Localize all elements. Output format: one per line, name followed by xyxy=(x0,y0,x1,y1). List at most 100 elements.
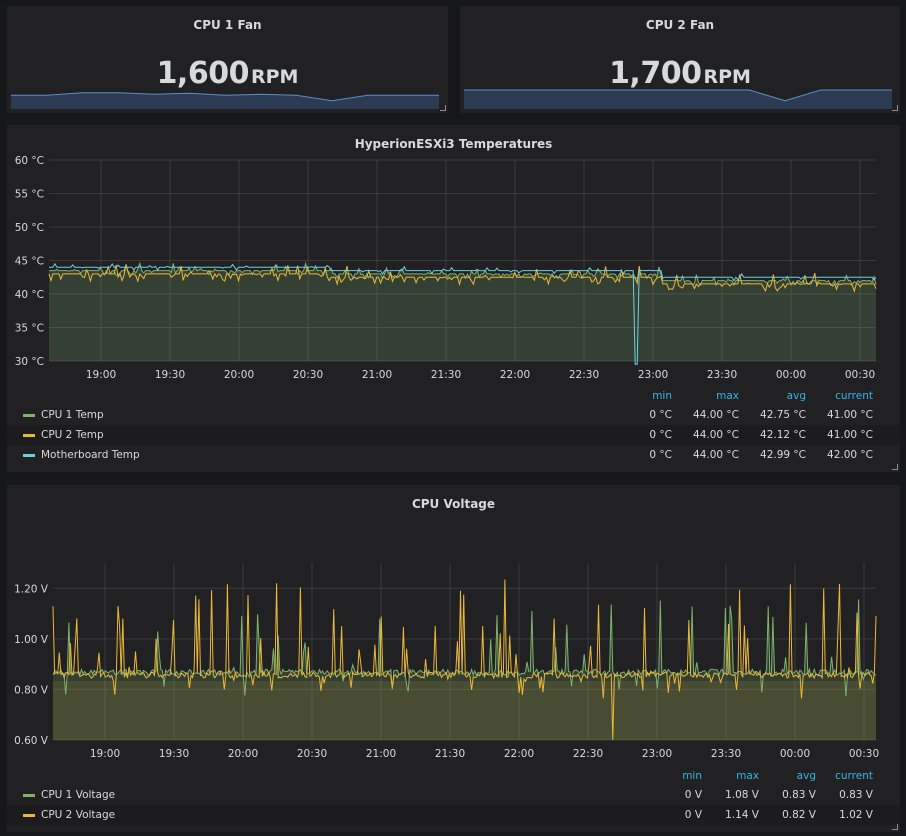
x-tick-label: 19:30 xyxy=(155,369,185,381)
legend-row[interactable]: CPU 1 Voltage 0 V 1.08 V 0.83 V 0.83 V xyxy=(7,785,900,805)
x-tick-label: 22:30 xyxy=(573,748,603,760)
series-name[interactable]: CPU 2 Voltage xyxy=(41,809,116,821)
x-tick-label: 23:00 xyxy=(642,748,672,760)
resize-handle[interactable] xyxy=(892,105,898,111)
x-tick-label: 22:30 xyxy=(569,369,599,381)
x-tick-label: 23:30 xyxy=(711,748,741,760)
stat-unit: RPM xyxy=(703,66,751,88)
panel-title[interactable]: HyperionESXi3 Temperatures xyxy=(354,137,553,151)
x-tick-label: 00:00 xyxy=(776,369,806,381)
series-name[interactable]: Motherboard Temp xyxy=(41,449,140,461)
legend-header-max[interactable]: max xyxy=(736,770,759,782)
x-tick-label: 21:30 xyxy=(431,369,461,381)
x-tick-label: 20:00 xyxy=(224,369,254,381)
temperature-graph[interactable]: 60 °C 55 °C 50 °C 45 °C 40 °C 35 °C 30 °C 19:00… xyxy=(7,125,900,385)
legend-row[interactable]: CPU 1 Temp 0 °C 44.00 °C 42.75 °C 41.00 … xyxy=(7,405,900,425)
resize-handle[interactable] xyxy=(892,464,898,470)
sparkline xyxy=(464,89,892,109)
y-tick-label: 1.00 V xyxy=(14,634,49,646)
series-min: 0 V xyxy=(684,809,702,821)
legend-header-max[interactable]: max xyxy=(716,390,739,402)
x-tick-label: 20:30 xyxy=(297,748,327,760)
x-tick-label: 23:30 xyxy=(707,369,737,381)
series-fill xyxy=(49,263,876,361)
legend-header-current[interactable]: current xyxy=(835,770,873,782)
panel-title[interactable]: CPU 1 Fan xyxy=(193,18,262,32)
voltage-panel: CPU Voltage 1.20 V 1.00 V 0.80 V 0.60 V 19:0… xyxy=(7,485,900,832)
sparkline xyxy=(11,92,439,109)
y-tick-label: 30 °C xyxy=(15,356,44,368)
x-tick-label: 19:00 xyxy=(86,369,116,381)
stat-unit: RPM xyxy=(250,66,299,88)
series-fill xyxy=(53,599,876,740)
x-tick-label: 00:30 xyxy=(845,369,875,381)
series-max: 1.14 V xyxy=(725,809,759,821)
x-tick-label: 23:00 xyxy=(638,369,668,381)
legend-header-avg[interactable]: avg xyxy=(796,770,816,782)
y-tick-label: 45 °C xyxy=(15,256,44,268)
legend-table: min max avg current CPU 1 Voltage 0 V 1.… xyxy=(7,768,900,828)
sparkline-area xyxy=(11,92,439,109)
series-current: 0.83 V xyxy=(839,789,873,801)
series-current: 42.00 °C xyxy=(827,449,873,461)
sparkline-area xyxy=(464,90,892,109)
x-tick-label: 20:00 xyxy=(228,748,258,760)
legend-row[interactable]: CPU 2 Temp 0 °C 44.00 °C 42.12 °C 41.00 … xyxy=(7,425,900,445)
x-tick-label: 19:00 xyxy=(90,748,120,760)
series-max: 44.00 °C xyxy=(693,429,739,441)
series-line xyxy=(49,262,877,365)
cpu1-fan-panel: CPU 1 Fan 1,600 RPM xyxy=(7,6,448,113)
x-tick-label: 22:00 xyxy=(500,369,530,381)
series-line xyxy=(48,264,877,293)
y-tick-label: 55 °C xyxy=(15,189,44,201)
series-avg: 42.99 °C xyxy=(760,449,806,461)
y-tick-label: 35 °C xyxy=(15,323,44,335)
series-swatch xyxy=(23,794,35,797)
x-tick-label: 21:00 xyxy=(362,369,392,381)
series-name[interactable]: CPU 1 Voltage xyxy=(41,789,116,801)
y-tick-label: 40 °C xyxy=(15,289,44,301)
series-current: 1.02 V xyxy=(839,809,873,821)
series-min: 0 V xyxy=(684,789,702,801)
resize-handle[interactable] xyxy=(892,824,898,830)
x-tick-label: 22:00 xyxy=(504,748,534,760)
legend-header-avg[interactable]: avg xyxy=(786,390,806,402)
series-name[interactable]: CPU 1 Temp xyxy=(41,409,104,421)
resize-handle[interactable] xyxy=(440,105,446,111)
series-current: 41.00 °C xyxy=(827,429,873,441)
sparkline-line xyxy=(464,89,892,102)
legend-header-min[interactable]: min xyxy=(682,770,702,782)
series-line xyxy=(52,599,877,697)
y-tick-label: 50 °C xyxy=(15,222,44,234)
y-tick-label: 60 °C xyxy=(15,155,44,167)
series-line xyxy=(52,579,877,741)
temperatures-panel: HyperionESXi3 Temperatures 60 °C 55 °C 50 … xyxy=(7,125,900,472)
legend-row[interactable]: CPU 2 Voltage 0 V 1.14 V 0.82 V 1.02 V xyxy=(7,805,900,825)
series-min: 0 °C xyxy=(649,409,672,421)
x-tick-label: 21:30 xyxy=(435,748,465,760)
series-swatch xyxy=(23,814,35,817)
x-tick-label: 00:00 xyxy=(780,748,810,760)
y-tick-label: 1.20 V xyxy=(14,583,49,595)
series-max: 44.00 °C xyxy=(693,449,739,461)
sparkline-line xyxy=(11,92,439,102)
x-tick-label: 00:30 xyxy=(849,748,879,760)
legend-header-min[interactable]: min xyxy=(652,390,672,402)
series-swatch xyxy=(23,454,35,457)
stat-value: 1,600 RPM xyxy=(7,56,448,91)
cpu2-fan-panel: CPU 2 Fan 1,700 RPM xyxy=(460,6,900,113)
series-name[interactable]: CPU 2 Temp xyxy=(41,429,104,441)
series-swatch xyxy=(23,434,35,437)
series-avg: 0.82 V xyxy=(782,809,816,821)
legend-header-current[interactable]: current xyxy=(835,390,873,402)
panel-title[interactable]: CPU 2 Fan xyxy=(645,18,715,32)
stat-value: 1,700 RPM xyxy=(460,56,900,91)
stat-number: 1,700 xyxy=(609,56,702,91)
series-avg: 42.75 °C xyxy=(760,409,806,421)
series-fill xyxy=(53,681,876,740)
legend-row[interactable]: Motherboard Temp 0 °C 44.00 °C 42.99 °C … xyxy=(7,445,900,465)
legend-table: min max avg current CPU 1 Temp 0 °C 44.0… xyxy=(7,388,900,468)
stat-number: 1,600 xyxy=(156,56,250,91)
voltage-graph[interactable]: 1.20 V 1.00 V 0.80 V 0.60 V 19:00 19:30 20:00 2… xyxy=(7,485,900,765)
panel-title[interactable]: CPU Voltage xyxy=(411,497,496,511)
